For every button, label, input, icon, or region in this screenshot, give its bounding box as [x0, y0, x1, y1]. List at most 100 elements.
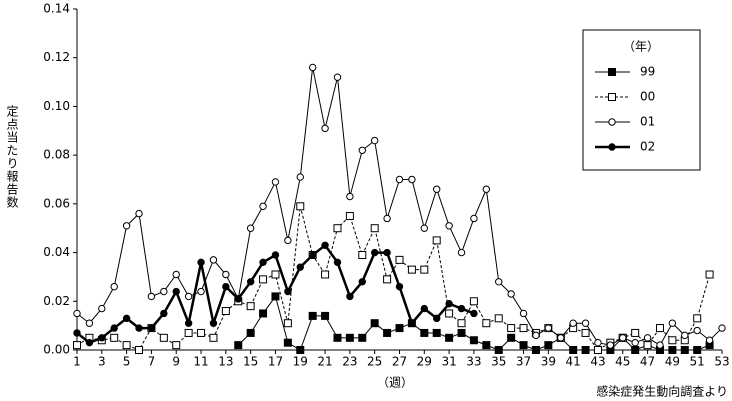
data-marker [395, 324, 404, 333]
data-marker [184, 292, 193, 301]
data-marker [98, 334, 106, 342]
data-marker [631, 328, 640, 337]
x-tick-label: 5 [123, 355, 131, 369]
data-marker [457, 304, 466, 313]
data-marker [284, 287, 292, 296]
data-marker [122, 222, 131, 230]
data-marker [408, 175, 416, 184]
data-marker [469, 336, 478, 345]
x-tick-label: 7 [148, 355, 156, 369]
data-marker [606, 341, 615, 349]
y-tick-label: 0.14 [43, 2, 70, 16]
data-marker [370, 319, 379, 328]
data-marker [283, 319, 292, 328]
data-marker [321, 270, 330, 279]
data-marker [482, 341, 491, 350]
data-marker [470, 214, 478, 223]
x-tick-label: 53 [714, 355, 729, 369]
data-marker [383, 328, 392, 337]
y-tick-label: 0.08 [43, 148, 70, 162]
data-marker [383, 275, 392, 284]
x-tick-label: 47 [640, 355, 655, 369]
x-tick-label: 21 [317, 355, 332, 369]
data-marker [321, 124, 329, 133]
data-marker [98, 304, 106, 313]
data-marker [407, 265, 416, 274]
data-marker [85, 338, 94, 347]
x-tick-label: 13 [218, 355, 233, 369]
data-marker [532, 331, 540, 340]
data-marker [705, 336, 714, 344]
data-marker [246, 224, 255, 232]
data-marker [259, 309, 268, 318]
data-marker [432, 236, 441, 245]
x-tick-label: 15 [243, 355, 258, 369]
data-marker [457, 248, 466, 257]
data-marker [693, 314, 702, 323]
data-marker [569, 346, 578, 354]
x-tick-label: 37 [516, 355, 531, 369]
data-marker [494, 314, 503, 323]
data-marker [147, 292, 156, 301]
x-tick-label: 23 [342, 355, 357, 369]
data-marker [581, 346, 590, 354]
x-tick-label: 17 [268, 355, 283, 369]
data-marker [531, 346, 540, 354]
x-tick-label: 9 [172, 355, 180, 369]
data-marker [507, 324, 516, 333]
legend-marker [608, 93, 616, 101]
x-axis-label: （週） [377, 376, 413, 390]
data-marker [73, 309, 81, 318]
y-tick-label: 0.04 [43, 245, 70, 259]
data-marker [135, 324, 143, 332]
data-marker [321, 311, 330, 320]
data-marker [234, 341, 243, 350]
data-marker [619, 334, 627, 342]
x-tick-label: 1 [73, 355, 81, 369]
legend-label: 00 [640, 90, 655, 104]
data-marker [420, 265, 429, 274]
source-note: 感染症発生動向調査より [596, 384, 728, 399]
data-marker [246, 328, 255, 337]
data-marker [135, 346, 144, 354]
legend-label: 99 [640, 65, 655, 79]
y-tick-label: 0.12 [43, 50, 70, 64]
x-tick-label: 3 [98, 355, 106, 369]
data-marker [395, 175, 404, 184]
data-marker [284, 236, 292, 245]
data-marker [420, 224, 429, 232]
x-tick-label: 25 [367, 355, 382, 369]
data-marker [383, 214, 391, 223]
data-marker [544, 341, 553, 350]
data-marker [85, 319, 94, 327]
data-marker [420, 304, 429, 313]
data-marker [495, 278, 503, 286]
data-marker [718, 324, 726, 332]
data-marker [680, 346, 689, 354]
data-marker [655, 324, 664, 333]
data-marker [593, 346, 602, 354]
x-tick-label: 41 [566, 355, 581, 369]
data-marker [234, 295, 242, 303]
data-marker [482, 185, 491, 193]
data-marker [110, 324, 118, 332]
data-marker [110, 333, 119, 342]
data-marker [271, 178, 280, 186]
data-marker [358, 146, 366, 154]
data-marker [197, 258, 205, 267]
data-marker [408, 319, 416, 327]
data-marker [172, 270, 180, 279]
data-marker [122, 314, 131, 323]
data-marker [358, 251, 367, 260]
data-marker [296, 202, 305, 211]
x-tick-label: 33 [466, 355, 481, 369]
data-marker [643, 341, 652, 350]
x-tick-label: 19 [293, 355, 308, 369]
data-marker [693, 346, 702, 354]
data-marker [432, 328, 441, 337]
data-marker [283, 338, 292, 347]
data-marker [271, 251, 280, 259]
data-marker [160, 309, 168, 318]
